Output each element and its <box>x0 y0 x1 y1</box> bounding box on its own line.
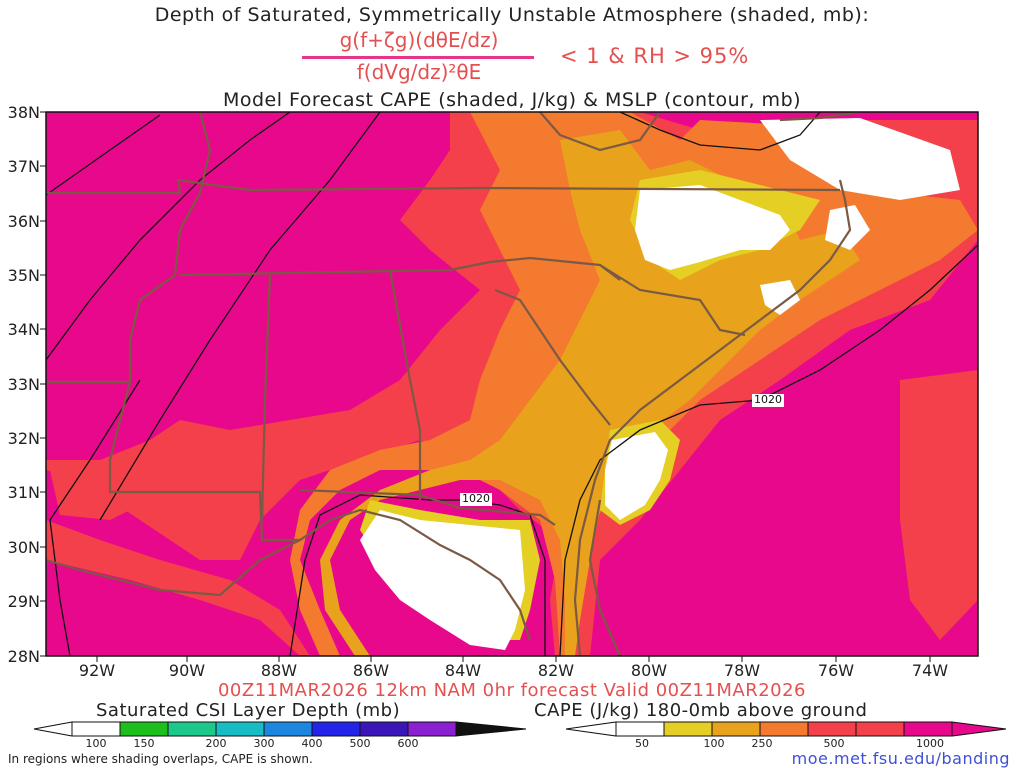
csi-tick: 600 <box>397 737 419 750</box>
political-borders <box>46 112 861 656</box>
csi-tick: 300 <box>253 737 275 750</box>
atlantic-coastline <box>573 179 852 656</box>
lon-label: 92W <box>78 661 116 680</box>
cape-blob-red-west <box>50 460 150 520</box>
title-line-3: Model Forecast CAPE (shaded, J/kg) & MSL… <box>222 89 802 111</box>
cape-tick: 250 <box>751 737 773 750</box>
cape-band-amber <box>320 130 860 656</box>
lat-label: 29N <box>7 592 40 611</box>
border-ky-va <box>539 112 661 152</box>
isobar-1020-gulf <box>289 494 546 656</box>
valid-time: 00Z11MAR2026 12km NAM 0hr forecast Valid… <box>217 680 807 701</box>
isobar-1 <box>46 114 161 196</box>
fraction-bar <box>302 56 534 59</box>
axis-ticks <box>40 111 931 662</box>
border-al-ga <box>388 269 422 500</box>
lat-label: 30N <box>7 538 40 557</box>
contour-label-box-2 <box>460 493 492 506</box>
mslp-contours <box>46 112 978 656</box>
border-fl <box>299 488 556 526</box>
gulf-coastline <box>46 508 532 641</box>
formula-denominator: f(dVg/dz)²θE <box>356 60 482 84</box>
lon-label: 74W <box>911 661 949 680</box>
lon-label: 76W <box>817 661 855 680</box>
border-ky-tn-va-nc <box>46 178 841 195</box>
border-nc-sc <box>599 264 746 337</box>
csi-tick: 200 <box>205 737 227 750</box>
cape-low-atlantic <box>605 432 668 520</box>
isobar-3 <box>99 112 381 521</box>
lat-label: 31N <box>7 483 40 502</box>
contour-label-1020-gulf: 1020 <box>462 492 490 505</box>
cape-tick: 100 <box>703 737 725 750</box>
cape-tick: 500 <box>823 737 845 750</box>
lat-label: 35N <box>7 266 40 285</box>
csi-tick: 100 <box>85 737 107 750</box>
isobar-1020-atlantic <box>559 244 978 656</box>
lon-label: 78W <box>723 661 761 680</box>
contour-label-box-1 <box>752 394 784 407</box>
lon-label: 86W <box>352 661 390 680</box>
isobar-2 <box>46 112 291 361</box>
lon-label: 80W <box>630 661 668 680</box>
lat-label: 37N <box>7 157 40 176</box>
lat-label: 28N <box>7 647 40 666</box>
border-ga-sc <box>494 288 611 426</box>
lon-label: 82W <box>537 661 575 680</box>
csi-tick: 150 <box>133 737 155 750</box>
border-ms-al <box>260 274 272 521</box>
formula-numerator: g(f+ζg)(dθE/dz) <box>339 28 499 52</box>
border-ms-la <box>108 381 300 542</box>
csi-colorbar-title: Saturated CSI Layer Depth (mb) <box>96 700 401 721</box>
isobar-north <box>619 112 821 151</box>
lon-label: 90W <box>168 661 206 680</box>
source-url[interactable]: moe.met.fsu.edu/banding <box>791 749 1010 768</box>
csi-tick: 400 <box>301 737 323 750</box>
florida-east-coast <box>588 499 622 656</box>
isobar-4 <box>49 379 141 656</box>
cape-low-outer-banks <box>825 205 870 250</box>
title-line-1: Depth of Saturated, Symmetrically Unstab… <box>154 4 870 26</box>
cape-tick: 50 <box>635 737 649 750</box>
lat-label: 33N <box>7 375 40 394</box>
cape-low-carolinas <box>635 185 790 270</box>
csi-colorbar <box>33 721 527 737</box>
stability-formula: g(f+ζg)(dθE/dz) f(dVg/dz)²θE <box>300 28 538 86</box>
lat-label: 36N <box>7 212 40 231</box>
contour-label-1020-east: 1020 <box>754 393 782 406</box>
lat-label: 32N <box>7 429 40 448</box>
cape-band-red-east <box>900 370 978 640</box>
chesapeake <box>779 112 861 122</box>
cape-colorbar-title: CAPE (J/kg) 180-0mb above ground <box>534 700 868 721</box>
cape-colorbar <box>565 721 1007 737</box>
formula-condition: < 1 & RH > 95% <box>560 44 750 68</box>
cape-low-gulf <box>360 510 525 650</box>
cape-tick: 1000 <box>916 737 944 750</box>
csi-tick: 500 <box>349 737 371 750</box>
lat-label: 38N <box>7 103 40 122</box>
lat-label: 34N <box>7 320 40 339</box>
cape-low-virginia <box>760 118 960 200</box>
lon-label: 88W <box>260 661 298 680</box>
cape-low-patch <box>760 280 800 315</box>
overlap-note: In regions where shading overlaps, CAPE … <box>8 752 313 766</box>
lon-label: 84W <box>444 661 482 680</box>
mississippi-river <box>128 112 212 382</box>
